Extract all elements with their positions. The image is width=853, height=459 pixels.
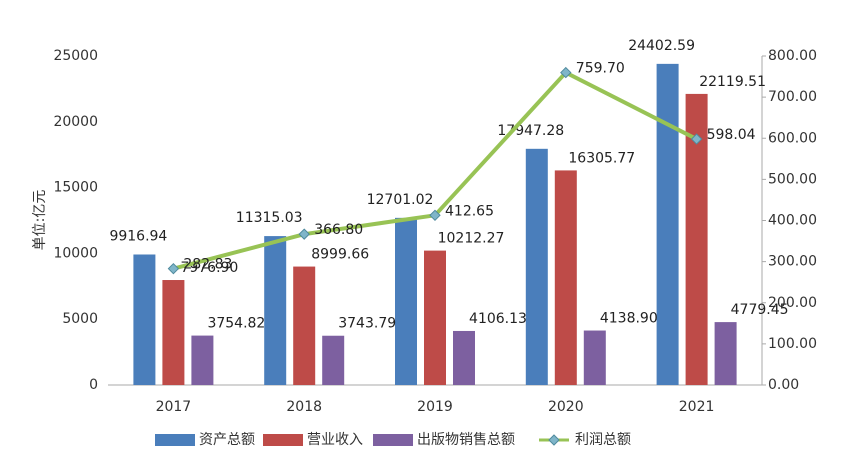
y-tick-label: 20000 — [53, 114, 98, 130]
line-marker — [298, 228, 310, 240]
data-label: 16305.77 — [568, 150, 635, 166]
x-tick-label: 2017 — [156, 399, 192, 415]
bar — [656, 63, 679, 386]
data-label: 22119.51 — [699, 74, 766, 90]
data-label: 24402.59 — [628, 38, 695, 54]
bar — [453, 330, 475, 385]
y2-tick-label: 300.00 — [768, 254, 817, 270]
x-tick-label: 2020 — [548, 399, 584, 415]
y2-tick-label: 100.00 — [768, 336, 817, 352]
data-label: 3754.82 — [207, 316, 265, 332]
data-label: 12701.02 — [367, 192, 434, 208]
data-label: 3743.79 — [338, 316, 396, 332]
bar — [322, 335, 345, 385]
y2-tick-label: 800.00 — [768, 48, 817, 64]
data-label: 759.70 — [576, 61, 625, 77]
y2-tick-label: 400.00 — [768, 213, 817, 229]
y-tick-label: 25000 — [53, 48, 98, 64]
bar — [264, 236, 287, 385]
y2-tick-label: 0.00 — [768, 377, 799, 393]
data-label: 10212.27 — [438, 231, 505, 247]
data-label: 8999.66 — [311, 247, 369, 263]
data-label: 11315.03 — [236, 210, 303, 226]
legend-label: 资产总额 — [199, 432, 255, 448]
data-label: 9916.94 — [109, 228, 167, 244]
x-tick-label: 2021 — [679, 399, 715, 415]
data-label: 598.04 — [707, 127, 756, 143]
bar — [191, 335, 214, 385]
legend-label: 营业收入 — [307, 432, 363, 448]
data-label: 4106.13 — [469, 311, 527, 327]
x-tick-label: 2018 — [286, 399, 322, 415]
legend-label: 出版物销售总额 — [417, 432, 515, 448]
line-marker — [690, 133, 703, 145]
legend-swatch — [155, 434, 195, 446]
y-tick-label: 10000 — [53, 245, 98, 261]
bar — [583, 330, 606, 385]
legend-swatch — [548, 434, 560, 446]
line-marker — [167, 262, 180, 275]
x-tick-label: 2019 — [417, 399, 453, 415]
bar — [685, 93, 708, 385]
bar — [293, 266, 316, 385]
y2-tick-label: 500.00 — [768, 171, 817, 187]
bar — [554, 170, 577, 385]
line-marker — [429, 209, 441, 222]
data-label: 4779.45 — [731, 302, 789, 318]
bar — [714, 322, 737, 385]
y-tick-label: 5000 — [62, 311, 98, 327]
y2-tick-label: 700.00 — [768, 89, 817, 105]
legend-label: 利润总额 — [575, 432, 631, 448]
data-label: 4138.90 — [600, 311, 658, 327]
y-axis-title: 单位:亿元 — [32, 190, 48, 251]
legend-swatch — [373, 434, 413, 446]
line — [172, 70, 698, 271]
legend-swatch — [263, 434, 303, 446]
y-tick-label: 0 — [89, 377, 98, 393]
y-tick-label: 15000 — [53, 180, 98, 196]
bar — [424, 250, 446, 385]
y2-tick-label: 200.00 — [768, 295, 817, 311]
data-label: 366.80 — [314, 222, 363, 238]
bar — [525, 148, 548, 385]
bar — [162, 280, 185, 385]
y2-tick-label: 600.00 — [768, 130, 817, 146]
bar — [395, 217, 417, 385]
data-label: 282.83 — [183, 257, 232, 273]
data-label: 412.65 — [445, 203, 494, 219]
bar — [133, 254, 156, 385]
line-marker — [560, 66, 572, 79]
